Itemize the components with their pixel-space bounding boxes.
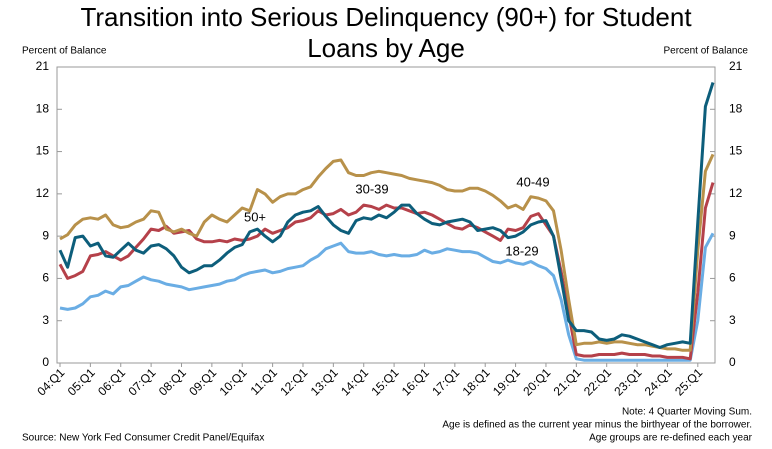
y-tick-label: 3: [42, 313, 49, 327]
plot-frame: [56, 66, 716, 364]
x-tick-label: 05:Q1: [65, 365, 98, 398]
x-tick-label: 20:Q1: [520, 365, 553, 398]
series-label: 50+: [244, 209, 266, 224]
x-tick-label: 09:Q1: [186, 365, 219, 398]
series-line: [59, 153, 715, 352]
series-label: 18-29: [505, 243, 538, 258]
x-tick-label: 17:Q1: [429, 365, 462, 398]
y2-axis-label: Percent of Balance: [664, 46, 749, 57]
x-tick-label: 15:Q1: [368, 365, 401, 398]
x-tick-label: 24:Q1: [642, 365, 675, 398]
note: Note: 4 Quarter Moving Sum.: [622, 407, 752, 418]
x-tick-label: 13:Q1: [308, 365, 341, 398]
x-tick-label: 18:Q1: [460, 365, 493, 398]
x-tick-label: 10:Q1: [217, 365, 250, 398]
y-axis-label: Percent of Balance: [22, 46, 107, 57]
y2-tick-label: 15: [729, 144, 743, 158]
y-tick-label: 0: [42, 355, 49, 369]
x-tick-label: 21:Q1: [551, 365, 584, 398]
y-tick-label: 6: [42, 271, 49, 285]
y-tick-label: 12: [36, 186, 50, 200]
series-line: [59, 232, 715, 362]
note: Age is defined as the current year minus…: [442, 420, 752, 431]
x-tick-label: 16:Q1: [399, 365, 432, 398]
note: Age groups are re-defined each year: [589, 433, 753, 444]
y-tick-label: 21: [36, 59, 50, 73]
y-tick-label: 18: [36, 101, 50, 115]
x-tick-label: 04:Q1: [34, 365, 67, 398]
x-tick-label: 08:Q1: [156, 365, 189, 398]
x-tick-label: 25:Q1: [672, 365, 705, 398]
y2-tick-label: 6: [729, 271, 736, 285]
y-tick-label: 9: [42, 228, 49, 242]
x-tick-label: 23:Q1: [611, 365, 644, 398]
y2-tick-label: 21: [729, 59, 743, 73]
x-tick-label: 19:Q1: [490, 365, 523, 398]
series-line: [58, 82, 715, 349]
x-tick-label: 14:Q1: [338, 365, 371, 398]
x-tick-label: 07:Q1: [125, 365, 158, 398]
y2-tick-label: 12: [729, 186, 743, 200]
series-label: 30-39: [355, 181, 388, 196]
series-line: [58, 182, 715, 361]
source: Source: New York Fed Consumer Credit Pan…: [22, 433, 264, 444]
chart-title: Transition into Serious Delinquency (90+…: [80, 2, 692, 63]
series-label: 40-49: [516, 174, 549, 189]
y2-tick-label: 9: [729, 228, 736, 242]
x-tick-label: 11:Q1: [248, 365, 281, 398]
x-tick-label: 06:Q1: [95, 365, 128, 398]
y2-tick-label: 18: [729, 101, 743, 115]
y-tick-label: 15: [36, 144, 50, 158]
x-tick-label: 22:Q1: [581, 365, 614, 398]
x-tick-label: 12:Q1: [277, 365, 310, 398]
y2-tick-label: 0: [729, 355, 736, 369]
y2-tick-label: 3: [729, 313, 736, 327]
